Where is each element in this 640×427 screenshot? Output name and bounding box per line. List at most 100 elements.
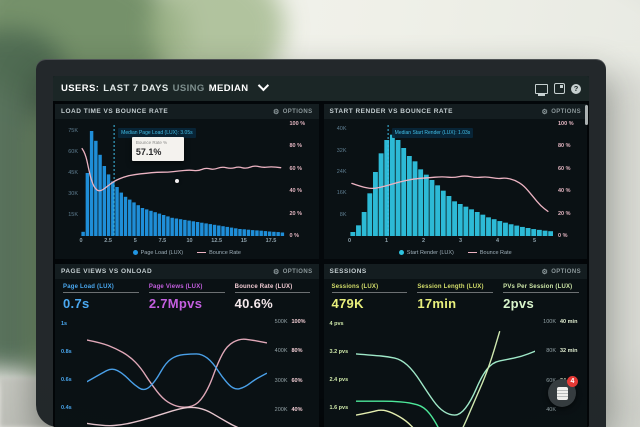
- x-axis-tick: 4: [495, 238, 500, 244]
- panel-body: Sessions (LUX) 479K Session Length (LUX) 17…: [324, 279, 588, 427]
- title-using: USING: [172, 83, 205, 94]
- legend-line-icon: [197, 251, 207, 254]
- options-button[interactable]: OPTIONS: [542, 108, 582, 116]
- legend-item: Bounce Rate: [197, 250, 241, 256]
- y-axis-tick: 100%: [291, 319, 306, 325]
- y-axis-tick: 500K: [274, 319, 288, 325]
- metric-label: Bounce Rate (LUX): [234, 284, 311, 293]
- y-axis-tick: 100K: [543, 319, 556, 325]
- median-annotation: Median Start Render (LUX): 1.03s: [391, 128, 474, 138]
- y-axis-tick: 40 %: [558, 188, 571, 195]
- options-button[interactable]: OPTIONS: [273, 268, 313, 276]
- y-axis-tick: 32 min: [560, 348, 578, 355]
- y-axis-tick: 30K: [68, 191, 78, 197]
- panel-page-views: PAGE VIEWS VS ONLOAD OPTIONS Page Load (…: [55, 264, 319, 427]
- document-icon: [556, 386, 568, 400]
- options-label: OPTIONS: [551, 108, 581, 115]
- help-icon[interactable]: [571, 83, 581, 94]
- timeframe-dropdown[interactable]: USERS: LAST 7 DAYS USING MEDIAN: [61, 79, 269, 94]
- y-axis-tick: 0.8s: [61, 349, 72, 355]
- topbar-icons: [535, 83, 581, 96]
- y-axis-tick: 45K: [68, 170, 78, 176]
- panel-body: Page Load (LUX) 0.7s Page Views (LUX) 2.7Mp…: [55, 279, 319, 427]
- x-axis-tick: 1: [384, 238, 389, 244]
- x-axis-tick: 12.5: [211, 238, 223, 244]
- legend-item: Bounce Rate: [467, 250, 512, 256]
- metric: Page Views (LUX) 2.7Mpvs: [148, 284, 225, 311]
- x-axis-tick: 0: [347, 238, 352, 244]
- options-button[interactable]: OPTIONS: [273, 108, 313, 116]
- y-axis-tick: 80%: [291, 348, 303, 355]
- x-axis-tick: 7.5: [158, 238, 167, 244]
- chart-sessions[interactable]: [355, 315, 535, 427]
- legend-dot-icon: [132, 250, 138, 255]
- tooltip: Bounce Rate % 57.1%: [131, 137, 184, 162]
- display-icon[interactable]: [535, 83, 548, 96]
- x-axis: 0 1 2 3 4 5: [347, 237, 554, 246]
- y-axis-tick: 40%: [291, 406, 303, 413]
- y-axis-tick: 40K: [336, 126, 347, 133]
- title-metric: MEDIAN: [208, 83, 249, 94]
- y-axis-left: 40K 32K 24K 16K 8K: [328, 124, 350, 236]
- y-axis-tick: 60 %: [558, 165, 571, 172]
- y-axis-tick: 32K: [336, 147, 347, 154]
- y-axis-tick: 60%: [291, 377, 303, 384]
- title-prefix: USERS:: [61, 83, 100, 94]
- notification-badge: 4: [567, 376, 578, 387]
- scrollbar[interactable]: [585, 105, 588, 125]
- y-axis-tick: 16K: [336, 190, 347, 197]
- options-button[interactable]: OPTIONS: [542, 268, 582, 276]
- y-axis-tick-row: 100K 40 min: [539, 319, 583, 325]
- y-axis-tick: 200K: [274, 406, 288, 413]
- options-label: OPTIONS: [282, 108, 313, 115]
- y-axis-tick: 20 %: [558, 210, 571, 217]
- y-axis-tick: 40 min: [560, 319, 578, 325]
- metric-value: 479K: [331, 296, 364, 311]
- metric-value: 2.7Mpvs: [148, 296, 203, 311]
- legend-item: Start Render (LUX): [398, 249, 454, 256]
- metric-label: Session Length (LUX): [417, 284, 494, 293]
- chevron-down-icon: [257, 79, 269, 92]
- metric-label: PVs Per Session (LUX): [503, 284, 579, 293]
- y-axis-tick: 3.2 pvs: [329, 349, 349, 355]
- legend-label: Bounce Rate: [209, 249, 241, 256]
- metric: Session Length (LUX) 17min: [417, 284, 494, 311]
- panel-header: SESSIONS OPTIONS: [323, 264, 587, 279]
- legend-label: Start Render (LUX): [406, 249, 454, 256]
- y-axis-tick: 80 %: [558, 143, 571, 150]
- options-label: OPTIONS: [282, 268, 313, 275]
- y-axis-tick: 20 %: [289, 210, 303, 217]
- chart-start-render[interactable]: Median Start Render (LUX): 1.03s: [349, 124, 554, 236]
- y-axis-tick: 40K: [546, 406, 556, 413]
- panel-title: LOAD TIME VS BOUNCE RATE: [61, 108, 169, 115]
- y-axis-tick: 80K: [546, 348, 556, 355]
- legend-label: Page Load (LUX): [140, 249, 184, 256]
- y-axis-tick-row: 500K 100%: [271, 319, 315, 325]
- panel-body: 40K 32K 24K 16K 8K Median Start Render (LUX)…: [324, 119, 588, 259]
- dashboard-screen: USERS: LAST 7 DAYS USING MEDIAN LOA: [53, 76, 589, 427]
- export-icon[interactable]: [554, 83, 565, 94]
- x-axis-tick: 10: [186, 238, 193, 244]
- panel-title: SESSIONS: [329, 268, 367, 275]
- chart-legend: Page Load (LUX) Bounce Rate: [55, 246, 319, 259]
- laptop-bezel: USERS: LAST 7 DAYS USING MEDIAN LOA: [36, 59, 606, 427]
- chart-page-views[interactable]: [87, 315, 267, 427]
- y-axis-tick: 400K: [274, 348, 288, 355]
- chat-button[interactable]: 4: [548, 376, 578, 407]
- y-axis-tick: 60K: [68, 149, 78, 155]
- panel-grid: LOAD TIME VS BOUNCE RATE OPTIONS 75K 60K 4…: [53, 101, 589, 427]
- y-axis-tick: 8K: [339, 211, 347, 218]
- title-range: LAST 7 DAYS: [103, 83, 169, 94]
- y-axis-tick-row: 200K 40%: [271, 407, 315, 413]
- x-axis-tick: 2: [421, 238, 426, 244]
- metric-value: 0.7s: [63, 296, 90, 311]
- y-axis-tick: 0.6s: [61, 377, 72, 383]
- tooltip-label: Bounce Rate %: [135, 140, 168, 146]
- x-axis-tick: 3: [458, 238, 463, 244]
- y-axis-tick: 2.4 pvs: [329, 377, 349, 383]
- chart-load-time[interactable]: Median Page Load (LUX): 3.05s Bounce Rat…: [81, 124, 285, 236]
- gear-icon: [542, 268, 549, 276]
- panel-title: START RENDER VS BOUNCE RATE: [329, 108, 453, 115]
